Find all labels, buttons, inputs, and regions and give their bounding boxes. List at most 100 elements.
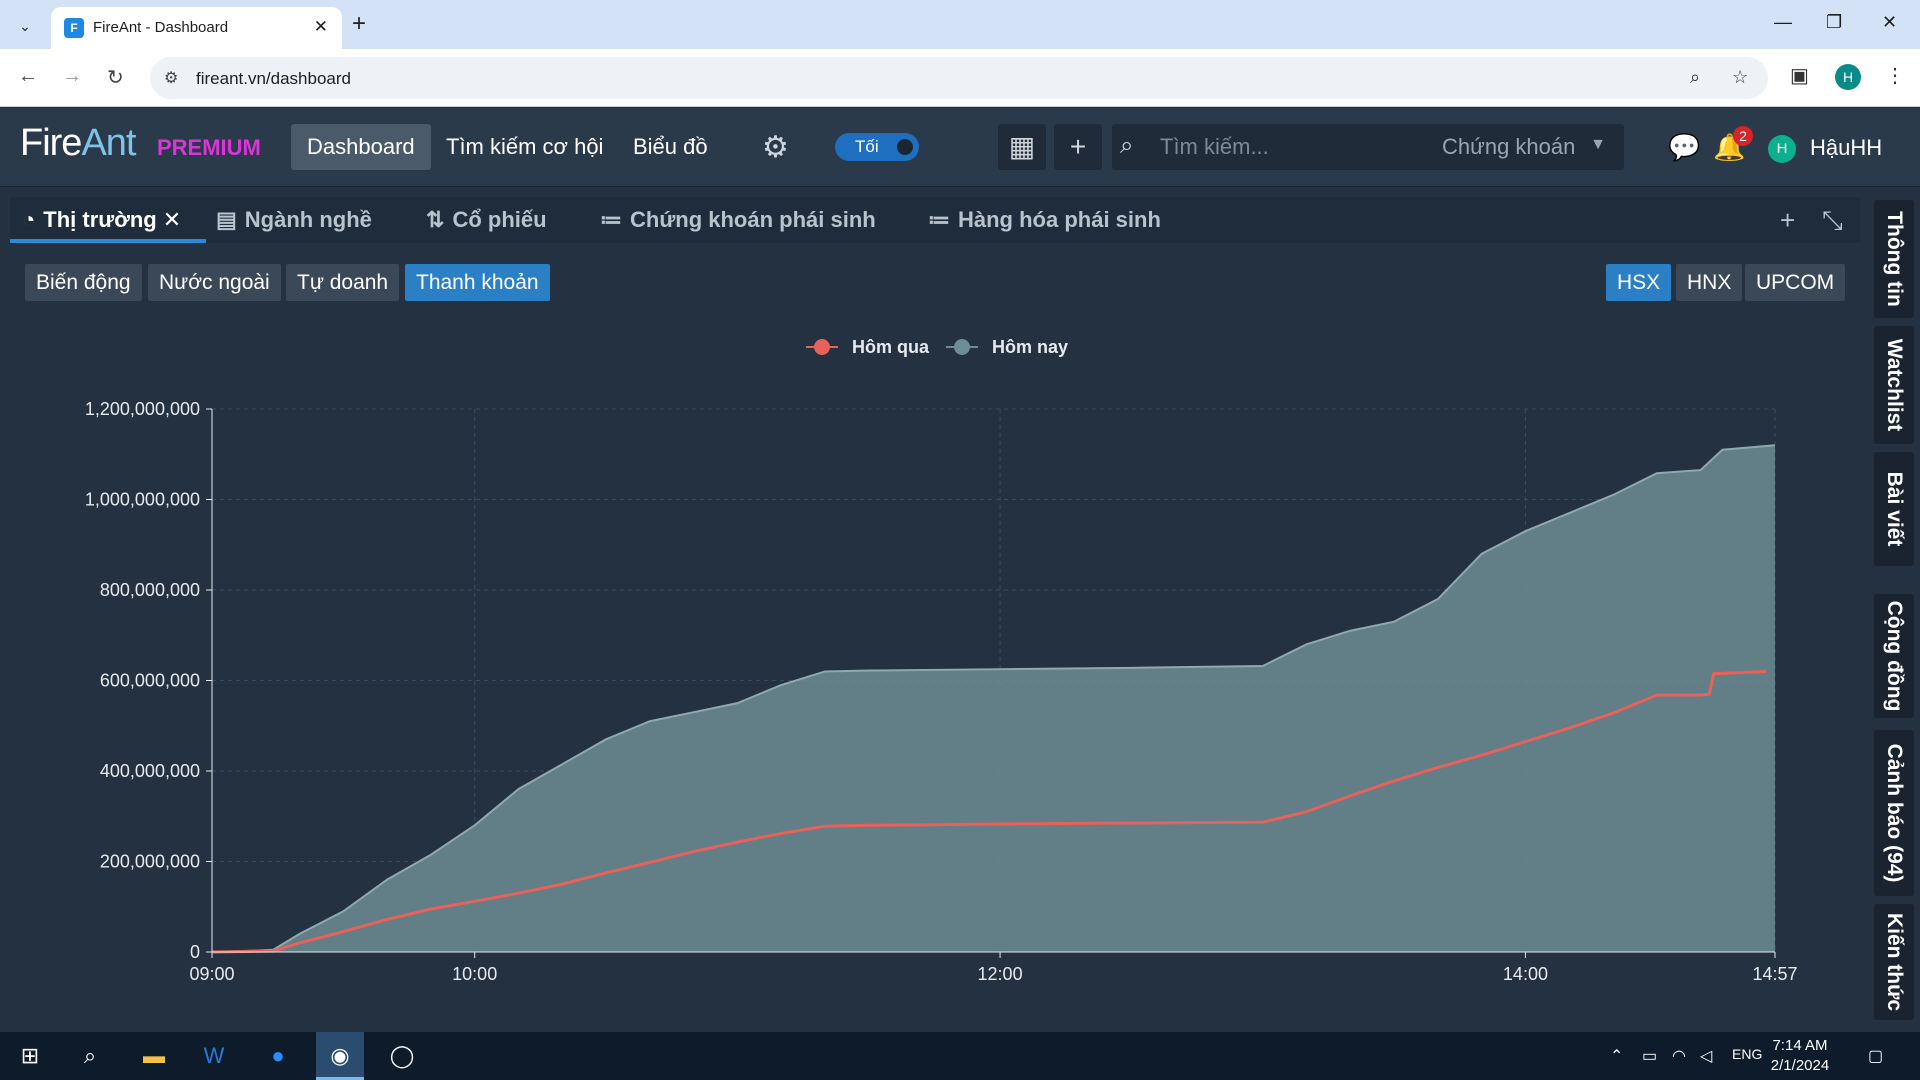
search-input[interactable] xyxy=(1160,132,1420,162)
browser-tab-bar: ⌄ F FireAnt - Dashboard ✕ + — ❐ ✕ xyxy=(0,0,1920,49)
forward-icon[interactable]: → xyxy=(62,65,82,87)
add-widget-icon[interactable]: + xyxy=(1054,124,1102,170)
series-line-hom-nay xyxy=(211,444,1776,953)
chevron-down-icon[interactable]: ▼ xyxy=(1590,136,1606,153)
restore-icon[interactable]: ❐ xyxy=(1826,12,1843,32)
browser-tab[interactable]: F FireAnt - Dashboard ✕ xyxy=(51,7,342,49)
side-tab-alerts[interactable]: Cảnh báo (94) xyxy=(1874,730,1914,896)
window-close-icon[interactable]: ✕ xyxy=(1882,12,1898,32)
tab-derivatives-label: Chứng khoán phái sinh xyxy=(630,207,876,232)
subtab-liquidity[interactable]: Thanh khoản xyxy=(405,264,550,301)
zoom-icon[interactable]: ● xyxy=(271,1043,285,1068)
tab-derivatives[interactable]: ≔ Chứng khoán phái sinh xyxy=(600,207,876,233)
close-icon[interactable]: ✕ xyxy=(162,207,182,232)
series-line-hom-qua xyxy=(211,669,1767,954)
search-icon: ⌕ xyxy=(1120,132,1134,159)
subtab-volatility[interactable]: Biến động xyxy=(25,264,142,301)
layout-grid-icon[interactable]: ▦ xyxy=(998,124,1046,170)
legend-marker xyxy=(814,339,830,355)
language-indicator[interactable]: ENG xyxy=(1732,1046,1763,1062)
list-icon: ▤ xyxy=(216,207,237,232)
reload-icon[interactable]: ↻ xyxy=(107,67,124,89)
notification-center-icon[interactable]: ▢ xyxy=(1868,1048,1884,1065)
tab-market[interactable]: ◔ Thị trường ✕ xyxy=(22,207,181,233)
notification-badge: 2 xyxy=(1733,126,1753,146)
side-panel-icon[interactable]: ▣ xyxy=(1790,65,1809,87)
fireant-logo[interactable]: FireAnt xyxy=(20,122,137,165)
nav-charts[interactable]: Biểu đồ xyxy=(633,134,708,159)
tab-close-icon[interactable]: ✕ xyxy=(313,17,328,36)
omnibox[interactable]: ⚙ fireant.vn/dashboard ⌕ ☆ xyxy=(150,57,1768,99)
back-icon[interactable]: ← xyxy=(18,65,38,87)
bookmark-star-icon[interactable]: ☆ xyxy=(1732,67,1749,87)
side-tab-watchlist-label: Watchlist xyxy=(1883,338,1906,432)
premium-label: PREMIUM xyxy=(157,135,261,160)
y-tick-label: 600,000,000 xyxy=(100,671,200,691)
zoom-icon[interactable]: ⌕ xyxy=(1690,67,1701,87)
side-tab-knowledge[interactable]: Kiến thức xyxy=(1874,904,1914,1020)
nav-dashboard[interactable]: Dashboard xyxy=(291,124,431,170)
numbered-list-icon: ≔ xyxy=(600,207,622,232)
legend-marker xyxy=(954,339,970,355)
side-tab-articles[interactable]: Bài viết xyxy=(1874,452,1914,566)
exchange-hnx[interactable]: HNX xyxy=(1676,264,1743,301)
panel-tab-row: ◔ Thị trường ✕ ▤ Ngành nghề ⇅ Cổ phiếu ≔ Chứn… xyxy=(10,197,1860,243)
browser-menu-icon[interactable]: ⋮ xyxy=(1885,65,1905,87)
battery-icon[interactable]: ▭ xyxy=(1642,1048,1658,1065)
volume-icon[interactable]: ◁ xyxy=(1700,1048,1713,1065)
series-area-hom-nay xyxy=(212,445,1775,952)
toggle-knob xyxy=(895,137,915,157)
y-tick-label: 1,000,000,000 xyxy=(85,490,200,510)
nav-opportunity-search[interactable]: Tìm kiếm cơ hội xyxy=(446,134,604,159)
side-tab-watchlist[interactable]: Watchlist xyxy=(1874,326,1914,444)
tab-search-chevron-icon[interactable]: ⌄ xyxy=(19,18,31,34)
toggle-label: Tối xyxy=(855,137,879,156)
clock-time: 7:14 AM xyxy=(1772,1037,1828,1054)
tab-stocks[interactable]: ⇅ Cổ phiếu xyxy=(426,207,547,233)
subtab-proprietary[interactable]: Tự doanh xyxy=(286,264,400,301)
tab-industry[interactable]: ▤ Ngành nghề xyxy=(216,207,372,233)
exchange-hsx[interactable]: HSX xyxy=(1606,264,1672,301)
wifi-icon[interactable]: ◠ xyxy=(1672,1048,1686,1065)
x-tick-label: 14:00 xyxy=(1503,964,1548,984)
minimize-icon[interactable]: — xyxy=(1774,12,1792,32)
tab-commodity-derivatives[interactable]: ≔ Hàng hóa phái sinh xyxy=(928,207,1161,233)
taskbar-clock[interactable]: 7:14 AM 2/1/2024 xyxy=(1760,1036,1840,1076)
fireant-favicon-icon: F xyxy=(64,18,84,38)
chat-icon[interactable]: 💬 xyxy=(1668,132,1701,162)
word-icon[interactable]: W xyxy=(203,1043,225,1068)
tray-chevron-up-icon[interactable]: ⌃ xyxy=(1610,1048,1624,1065)
side-tab-info[interactable]: Thông tin xyxy=(1874,200,1914,318)
logo-fire: Fire xyxy=(20,122,82,164)
new-tab-icon[interactable]: + xyxy=(352,10,367,37)
side-tab-info-label: Thông tin xyxy=(1883,211,1906,307)
app-header: FireAnt PREMIUM Dashboard Tìm kiếm cơ hộ… xyxy=(0,108,1920,187)
user-name[interactable]: HậuHH xyxy=(1810,135,1883,160)
chrome-icon[interactable]: ◉ xyxy=(316,1032,364,1080)
url-text[interactable]: fireant.vn/dashboard xyxy=(196,69,351,88)
y-tick-label: 400,000,000 xyxy=(100,761,200,781)
x-tick-label: 12:00 xyxy=(978,964,1023,984)
site-info-icon[interactable]: ⚙ xyxy=(164,70,179,87)
tab-commodity-derivatives-label: Hàng hóa phái sinh xyxy=(958,207,1161,232)
taskbar-search-icon[interactable]: ⌕ xyxy=(83,1043,97,1068)
search-category-select[interactable]: Chứng khoán xyxy=(1442,134,1576,159)
side-tab-community[interactable]: Cộng đồng xyxy=(1874,594,1914,718)
active-tab-indicator xyxy=(10,239,206,243)
dark-mode-toggle[interactable]: Tối xyxy=(835,133,919,161)
side-tab-knowledge-label: Kiến thức xyxy=(1883,912,1906,1012)
legend-label: Hôm nay xyxy=(992,337,1068,357)
exchange-upcom[interactable]: UPCOM xyxy=(1745,264,1846,301)
windows-start-icon[interactable]: ⊞ xyxy=(20,1043,40,1068)
side-tab-alerts-label: Cảnh báo (94) xyxy=(1883,743,1906,883)
file-explorer-icon[interactable]: ▬ xyxy=(143,1043,165,1068)
user-avatar[interactable]: H xyxy=(1768,135,1796,163)
add-panel-icon[interactable]: + xyxy=(1780,205,1796,235)
zalo-icon[interactable]: ◯ xyxy=(389,1043,415,1068)
x-tick-label: 09:00 xyxy=(189,964,234,984)
browser-profile-avatar[interactable]: H xyxy=(1835,64,1861,90)
collapse-panel-icon[interactable]: ⤡ xyxy=(1822,205,1843,235)
tab-market-label: Thị trường xyxy=(43,207,157,232)
subtab-foreign[interactable]: Nước ngoài xyxy=(148,264,281,301)
settings-gear-icon[interactable]: ⚙ xyxy=(762,131,789,164)
